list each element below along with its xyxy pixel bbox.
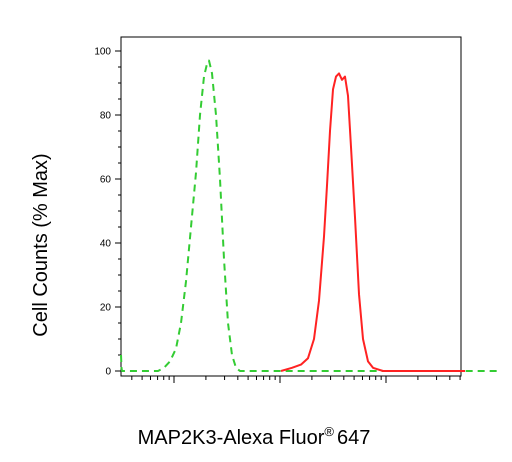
y-tick-label: 0 xyxy=(105,367,111,378)
x-axis-title-suffix: 647 xyxy=(337,427,370,449)
y-axis-ticks: 0 20 40 60 80 100 xyxy=(94,47,121,378)
y-tick-label: 80 xyxy=(100,111,112,122)
y-tick-label: 20 xyxy=(100,303,112,314)
y-tick-label: 40 xyxy=(100,239,112,250)
x-axis-title: MAP2K3-Alexa Fluor® 647 xyxy=(138,424,371,449)
control-series-line xyxy=(120,59,501,372)
x-axis-title-superscript: ® xyxy=(324,424,334,439)
plot-frame xyxy=(120,36,462,377)
y-axis-title: Cell Counts (% Max) xyxy=(30,153,52,336)
x-axis-title-main: MAP2K3-Alexa Fluor xyxy=(138,427,325,449)
y-tick-label: 100 xyxy=(94,47,111,58)
y-tick-label: 60 xyxy=(100,175,112,186)
plot-border xyxy=(120,36,462,377)
series-layer xyxy=(120,59,501,372)
sample-series-line xyxy=(280,72,465,372)
x-axis-ticks xyxy=(131,376,461,383)
